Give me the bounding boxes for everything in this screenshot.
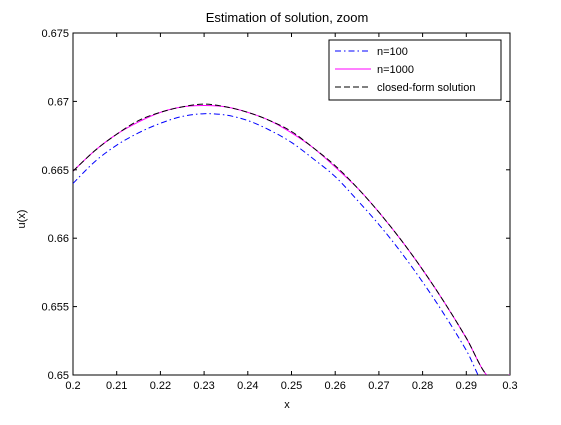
y-tick-label: 0.655	[41, 302, 69, 314]
legend-label-3: closed-form solution	[377, 82, 475, 94]
y-tick-label: 0.65	[48, 370, 69, 382]
x-tick-label: 0.3	[502, 380, 517, 392]
y-axis-label: u(x)	[16, 210, 28, 229]
x-tick-label: 0.25	[281, 380, 302, 392]
legend: n=100 n=1000 closed-form solution	[328, 39, 502, 101]
y-tick-label: 0.675	[41, 28, 69, 40]
x-tick-label: 0.26	[324, 380, 345, 392]
y-tick-label: 0.66	[48, 233, 69, 245]
x-axis-label: x	[284, 399, 290, 411]
x-tick-label: 0.22	[150, 380, 171, 392]
x-tick-label: 0.28	[412, 380, 433, 392]
series-line-3	[73, 103, 510, 375]
legend-label-2: n=1000	[377, 64, 414, 76]
legend-label-1: n=100	[377, 46, 408, 58]
y-tick-label: 0.665	[41, 165, 69, 177]
x-tick-label: 0.23	[193, 380, 214, 392]
series-line-1	[73, 113, 479, 375]
x-tick-label: 0.29	[456, 380, 477, 392]
chart-title: Estimation of solution, zoom	[206, 10, 369, 25]
x-tick-label: 0.27	[368, 380, 389, 392]
x-tick-label: 0.2	[65, 380, 80, 392]
plot-area: 0.2 0.21 0.22 0.23 0.24 0.25 0.26 0.27 0.28 0.29 0…	[41, 28, 517, 392]
y-tick-label: 0.67	[48, 96, 69, 108]
legend-box	[328, 39, 502, 101]
x-tick-label: 0.21	[106, 380, 127, 392]
x-tick-label: 0.24	[237, 380, 258, 392]
